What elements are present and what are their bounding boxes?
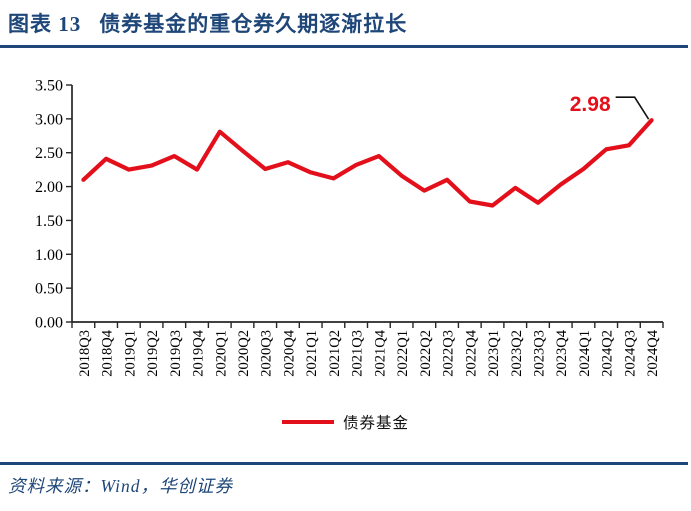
bottom-divider (0, 462, 688, 465)
x-tick-label: 2023Q4 (554, 329, 570, 376)
x-tick-label: 2023Q2 (509, 330, 525, 377)
y-tick-label: 3.50 (35, 78, 63, 95)
y-tick-label: 2.50 (35, 145, 63, 162)
x-tick-label: 2019Q1 (122, 330, 138, 377)
x-tick-label: 2024Q4 (645, 329, 661, 376)
x-tick-label: 2020Q2 (236, 330, 252, 377)
x-tick-label: 2022Q2 (418, 330, 434, 377)
figure-label: 图表 13 (8, 12, 82, 36)
x-tick-label: 2022Q4 (463, 329, 479, 376)
annotation-value-label: 2.98 (570, 93, 611, 116)
x-tick-label: 2020Q4 (281, 329, 297, 376)
figure-title-text: 债券基金的重仓券久期逐渐拉长 (99, 12, 408, 36)
x-tick-label: 2024Q2 (600, 330, 616, 377)
legend-label: 债券基金 (342, 415, 409, 432)
axes (71, 85, 663, 323)
x-tick-label: 2022Q1 (395, 330, 411, 377)
chart-legend: 债券基金 (0, 411, 691, 433)
x-tick-label: 2018Q4 (100, 329, 116, 376)
x-tick-label: 2021Q2 (327, 330, 343, 377)
y-tick-label: 2.00 (35, 179, 63, 196)
x-axis-labels: 2018Q3 2018Q4 2019Q1 2019Q2 2019Q3 2019Q4 2020… (77, 329, 661, 376)
legend-line-swatch (281, 420, 334, 424)
x-tick-label: 2019Q2 (145, 330, 161, 377)
series-line-bond-fund (81, 118, 654, 208)
x-tick-label: 2019Q4 (191, 329, 207, 376)
x-tick-label: 2024Q3 (622, 330, 638, 377)
x-tick-label: 2019Q3 (168, 330, 184, 377)
x-tick-label: 2018Q3 (77, 330, 93, 377)
x-tick-label: 2022Q3 (441, 330, 457, 377)
x-tick-label: 2023Q1 (486, 330, 502, 377)
x-tick-label: 2023Q3 (531, 330, 547, 377)
figure-title: 图表 13 债券基金的重仓券久期逐渐拉长 (8, 8, 683, 38)
top-divider (0, 45, 688, 48)
y-tick-label: 1.00 (35, 247, 63, 264)
y-tick-label: 1.50 (35, 213, 63, 230)
x-axis-ticks (71, 322, 664, 328)
x-tick-label: 2021Q4 (372, 329, 388, 376)
x-tick-label: 2021Q1 (304, 330, 320, 377)
y-tick-label: 3.00 (35, 111, 63, 128)
x-tick-label: 2024Q1 (577, 330, 593, 377)
source-note: 资料来源：Wind，华创证券 (8, 476, 233, 496)
y-axis-labels: 0.00 0.50 1.00 1.50 2.00 2.50 3.00 3.50 (35, 78, 63, 332)
x-tick-label: 2020Q1 (213, 330, 229, 377)
annotation-leader-line (615, 96, 650, 120)
x-tick-label: 2020Q3 (259, 330, 275, 377)
y-axis-ticks (66, 84, 72, 323)
x-tick-label: 2021Q3 (350, 330, 366, 377)
y-tick-label: 0.50 (35, 281, 63, 298)
y-tick-label: 0.00 (35, 315, 63, 332)
